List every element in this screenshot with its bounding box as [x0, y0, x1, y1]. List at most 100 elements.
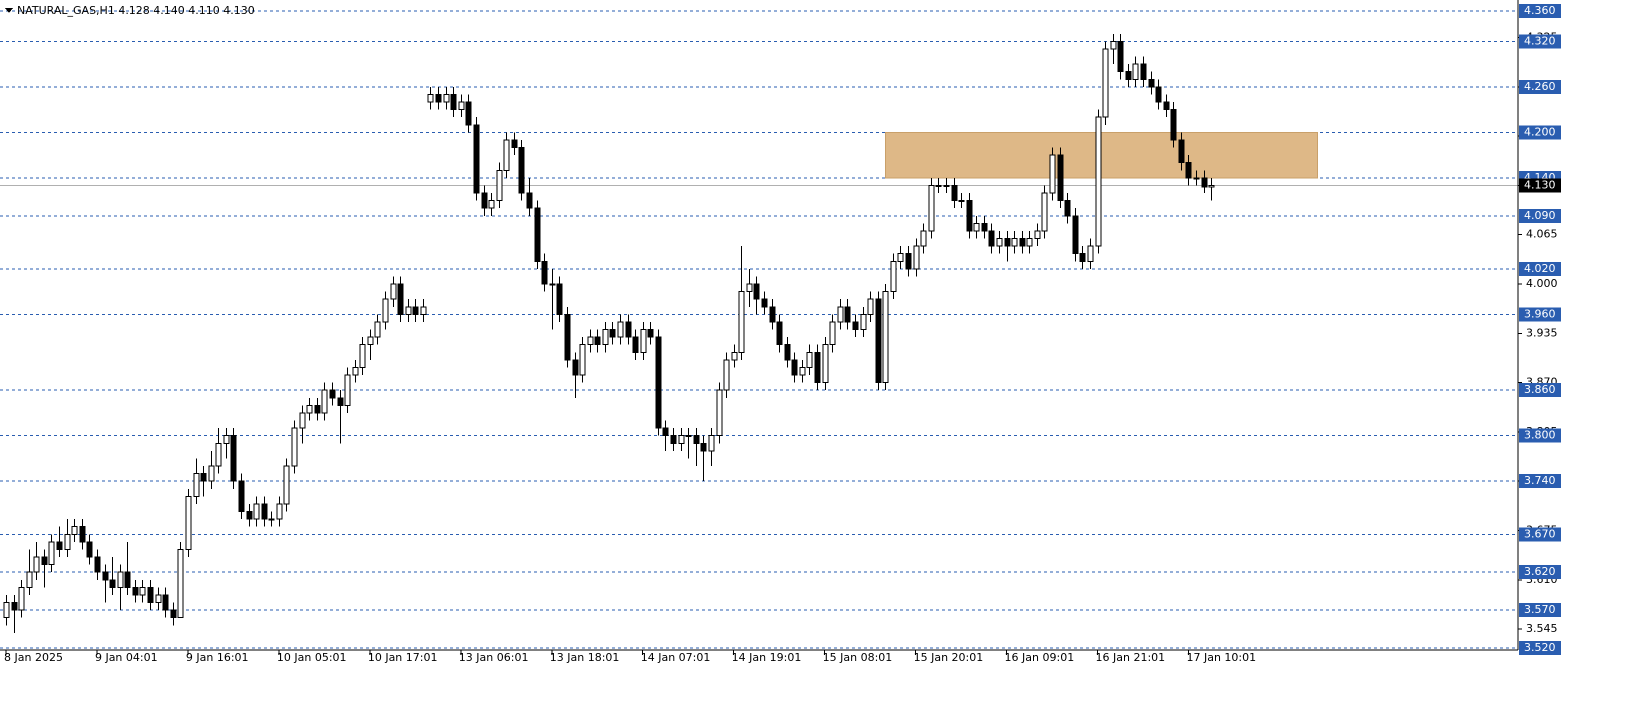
candle-body [1057, 154, 1064, 202]
candle-body [784, 344, 791, 361]
candle-body [443, 93, 450, 103]
candle-body [678, 435, 685, 444]
candle-body [806, 351, 813, 368]
candle-body [951, 184, 958, 202]
current-price-box [1519, 178, 1561, 193]
candle-body [958, 200, 965, 203]
level-label: 4.320 [1524, 34, 1556, 47]
candle-body [397, 283, 404, 315]
candle-body [700, 442, 707, 452]
x-tick-label: 13 Jan 06:01 [459, 651, 529, 664]
level-label: 3.570 [1524, 603, 1556, 616]
candle-body [935, 184, 942, 187]
candle-body [693, 435, 700, 444]
candle-body [268, 518, 275, 521]
level-label: 4.090 [1524, 209, 1556, 222]
candle-body [321, 389, 328, 414]
candle-body [867, 298, 874, 315]
candle-body [966, 200, 973, 232]
candle-body [746, 283, 753, 293]
candle-body [208, 465, 215, 482]
candle-body [928, 184, 935, 232]
level-label-box [1519, 474, 1561, 489]
candle-body [655, 336, 662, 429]
candle-body [102, 571, 109, 581]
candle-body [359, 344, 366, 368]
x-tick-label: 9 Jan 16:01 [186, 651, 249, 664]
candle-body [79, 526, 86, 543]
level-label: 4.200 [1524, 125, 1556, 138]
candle-body [200, 473, 207, 482]
candle-body [420, 306, 427, 315]
menu-triangle[interactable] [5, 8, 13, 13]
candle-body [33, 556, 40, 573]
candle-body [723, 359, 730, 391]
candle-body [981, 222, 988, 232]
candle-body [844, 306, 851, 323]
candle-body [26, 571, 33, 588]
y-tick-label: 3.545 [1526, 622, 1558, 635]
candle-body [374, 321, 381, 338]
x-tick-label: 15 Jan 20:01 [914, 651, 984, 664]
candle-body [337, 397, 344, 406]
candle-body [882, 291, 889, 384]
y-tick-label: 4.065 [1526, 228, 1558, 241]
candle-body [1034, 230, 1041, 240]
candle-body [1011, 238, 1018, 247]
candle-body [913, 245, 920, 270]
candle-body [41, 556, 48, 566]
candle-body [412, 306, 419, 315]
x-tick-label: 10 Jan 05:01 [277, 651, 347, 664]
level-label: 3.520 [1524, 641, 1556, 654]
candle-body [625, 321, 632, 338]
level-label-box [1519, 603, 1561, 618]
candle-body [291, 427, 298, 467]
candle-body [602, 329, 609, 346]
candle-body [685, 435, 692, 438]
candle-body [1178, 139, 1185, 164]
candle-body [1019, 238, 1026, 247]
current-price-label: 4.130 [1524, 178, 1556, 191]
candle-body [526, 192, 533, 209]
plot-area [0, 10, 1518, 649]
candle-body [829, 321, 836, 346]
level-label: 3.620 [1524, 565, 1556, 578]
candle-body [306, 404, 313, 414]
candle-body [71, 526, 78, 535]
candle-body [56, 541, 63, 550]
candle-body [193, 473, 200, 497]
candle-body [860, 313, 867, 331]
candle-body [905, 253, 912, 270]
candle-body [503, 139, 510, 171]
candle-body [609, 329, 616, 338]
candle-body [1026, 238, 1033, 247]
candle-body [344, 374, 351, 406]
candle-body [640, 329, 647, 353]
candle-body [1072, 215, 1079, 255]
candle-body [481, 192, 488, 209]
candle-body [1185, 162, 1192, 179]
candle-body [94, 556, 101, 573]
candle-body [731, 351, 738, 361]
level-label-box [1519, 79, 1561, 94]
y-tick-label: 4.000 [1526, 277, 1558, 290]
candle-body [943, 184, 950, 187]
x-tick-label: 15 Jan 08:01 [823, 651, 893, 664]
level-label-box [1519, 261, 1561, 276]
candle-body [814, 351, 821, 384]
x-tick-label: 8 Jan 2025 [4, 651, 63, 664]
candle-body [799, 366, 806, 376]
candle-body [3, 602, 10, 619]
candle-body [579, 344, 586, 376]
level-label-box [1519, 565, 1561, 580]
candle-body [147, 586, 154, 603]
level-label: 3.670 [1524, 527, 1556, 540]
candle-body [647, 329, 654, 338]
x-tick-label: 14 Jan 07:01 [641, 651, 711, 664]
candle-body [541, 260, 548, 285]
candle-body [1110, 40, 1117, 50]
level-label-box [1519, 307, 1561, 322]
x-tick-label: 10 Jan 17:01 [368, 651, 438, 664]
candle-body [1079, 253, 1086, 262]
